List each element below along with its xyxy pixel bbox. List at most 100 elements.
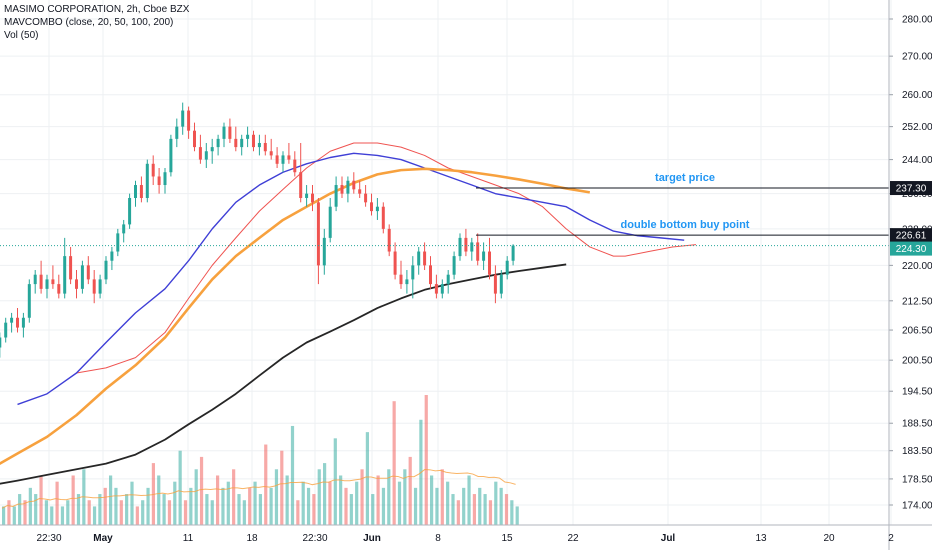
volume-bar (173, 481, 177, 525)
candle-body (234, 138, 238, 148)
candle-body (393, 251, 397, 275)
volume-bar (125, 494, 129, 525)
volume-bar (494, 481, 498, 525)
volume-bar (483, 494, 487, 525)
volume-bar (392, 401, 396, 525)
x-tick-label: 18 (246, 533, 258, 544)
volume-bar (381, 487, 386, 525)
candle-body (198, 147, 202, 160)
volume-bar (50, 506, 54, 525)
candle-body (476, 242, 480, 261)
volume-bar (226, 481, 230, 525)
volume-bar (146, 487, 150, 525)
volume-bar (12, 506, 16, 525)
candle-body (399, 274, 403, 285)
volume-bar (296, 500, 300, 525)
volume-bar (162, 494, 166, 525)
volume-bar (39, 475, 43, 525)
price-label-text: 224.30 (896, 244, 927, 255)
candle-body (411, 265, 415, 280)
x-tick-label: 20 (823, 533, 835, 544)
price-label-text: 226.61 (896, 231, 927, 242)
candle-body (157, 176, 161, 186)
volume-bar (446, 481, 450, 525)
volume-bar (360, 469, 364, 525)
volume-bar (141, 500, 145, 525)
y-tick-label: 244.00 (902, 155, 932, 166)
volume-bar (92, 506, 97, 525)
x-tick-label: 13 (755, 533, 767, 544)
volume-bar (306, 487, 311, 525)
volume-bar (403, 469, 407, 525)
candle-body (193, 130, 196, 148)
volume-bar (199, 456, 204, 525)
candle-body (269, 151, 273, 156)
volume-bar (98, 494, 102, 525)
price-label-box (890, 181, 932, 196)
volume-bar (504, 494, 509, 525)
x-tick-label: 11 (183, 533, 194, 544)
indicator-label[interactable]: MAVCOMBO (close, 20, 50, 100, 200) (4, 17, 174, 28)
volume-bar (274, 469, 279, 525)
volume-bar (488, 500, 493, 525)
candle-body (33, 274, 37, 285)
volume-bar (290, 425, 295, 525)
candle-body (370, 202, 373, 212)
y-tick-label: 174.00 (902, 501, 932, 512)
volume-bar (216, 475, 220, 525)
volume-bar (333, 438, 337, 525)
volume-bar (55, 481, 59, 525)
candle-body (375, 206, 379, 212)
candle-body (293, 159, 297, 173)
volume-bar (87, 500, 91, 525)
volume-bar (205, 494, 209, 525)
candle-body (169, 138, 173, 173)
candle-body (39, 274, 43, 289)
candle-body (104, 260, 108, 280)
grid (0, 0, 892, 525)
volume-bar (210, 500, 214, 525)
volume-bar (119, 500, 123, 525)
x-tick-label: Jun (363, 533, 381, 544)
candle-body (175, 126, 179, 139)
price-axis[interactable]: 280.00270.00260.00252.00244.00236.00228.… (888, 0, 932, 550)
candlesticks (0, 102, 515, 358)
candle-body (4, 322, 8, 338)
volume-bar (413, 487, 418, 525)
volume-label[interactable]: Vol (50) (4, 30, 39, 41)
candle-body (316, 202, 320, 266)
x-tick-label: 22:30 (36, 533, 61, 544)
volume-bar (194, 469, 198, 525)
candle-body (204, 151, 208, 160)
volume-bar (323, 463, 327, 525)
y-tick-label: 260.00 (902, 90, 932, 101)
candle-body (145, 163, 149, 198)
y-tick-label: 206.50 (902, 326, 932, 337)
time-axis[interactable]: 22:30 May 11 18 22:30 Jun 8 15 22 Jul 13 20 2 (0, 524, 932, 544)
level-annotation: target price (655, 172, 715, 184)
candle-body (116, 233, 120, 252)
volume-bar (349, 494, 353, 525)
candle-body (311, 193, 314, 203)
volume-bar (18, 494, 22, 525)
candle-body (482, 251, 486, 261)
candle-body (0, 337, 2, 348)
volume-bar (451, 494, 455, 525)
candle-body (505, 260, 509, 275)
candle-body (263, 142, 267, 152)
volume-bar (178, 450, 182, 525)
candle-body (98, 279, 102, 294)
symbol-title[interactable]: MASIMO CORPORATION, 2h, Cboe BZX (4, 4, 190, 15)
candle-body (222, 126, 226, 139)
candle-body (69, 256, 73, 280)
y-tick-label: 280.00 (902, 15, 932, 26)
volume-bar (285, 475, 289, 525)
volume-bar (44, 500, 48, 525)
candle-body (139, 185, 143, 198)
candle-body (352, 180, 356, 190)
candle-body (328, 206, 332, 238)
candle-body (405, 279, 409, 285)
volume-bar (71, 475, 75, 525)
